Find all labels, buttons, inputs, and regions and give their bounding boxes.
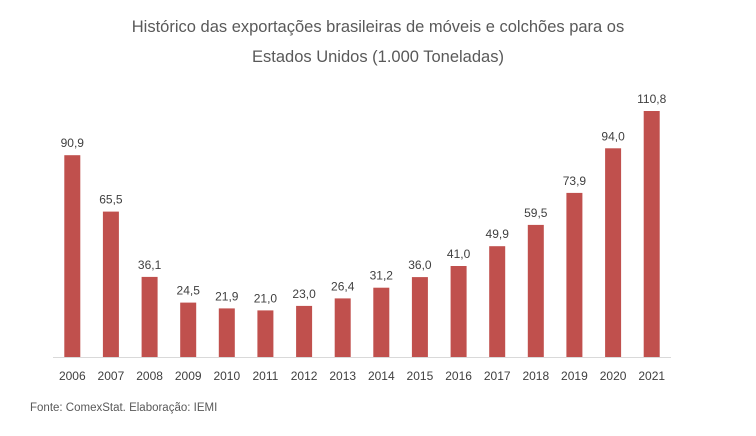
bar-value-labels: 90,9 65,5 36,1 24,5 21,9 21,0 23,0 26,4 31,2 36,0… [61,92,667,305]
value-label-2020: 94,0 [601,129,625,143]
value-label-2017: 49,9 [486,227,510,241]
value-label-2010: 21,9 [215,289,239,303]
source-note: Fonte: ComexStat. Elaboração: IEMI [30,402,218,414]
x-tick-2006: 2006 [59,369,86,383]
value-label-2006: 90,9 [61,136,85,150]
value-label-2018: 59,5 [524,206,548,220]
value-label-2016: 41,0 [447,247,471,261]
bar-2020 [605,148,622,357]
bar-2006 [64,155,81,357]
value-label-2011: 21,0 [254,291,278,305]
x-tick-2020: 2020 [600,369,627,383]
x-tick-2014: 2014 [368,369,395,383]
bar-2011 [257,310,274,357]
value-label-2012: 23,0 [292,287,316,301]
x-tick-2010: 2010 [213,369,240,383]
bar-2009 [180,302,197,357]
x-tick-2019: 2019 [561,369,588,383]
bar-2008 [141,276,158,357]
x-tick-2021: 2021 [638,369,665,383]
bar-2017 [489,246,506,357]
x-tick-2012: 2012 [291,369,318,383]
bar-2021 [643,111,660,357]
x-tick-2016: 2016 [445,369,472,383]
chart-title: Histórico das exportações brasileiras de… [0,12,756,72]
x-tick-2013: 2013 [329,369,356,383]
bar-2012 [296,305,313,357]
bar-2015 [411,277,428,357]
x-tick-2011: 2011 [252,369,278,383]
value-label-2013: 26,4 [331,279,355,293]
x-tick-2009: 2009 [175,369,202,383]
x-tick-2017: 2017 [484,369,511,383]
value-label-2014: 31,2 [370,269,394,283]
bar-2019 [566,192,583,357]
value-label-2008: 36,1 [138,258,162,272]
x-tick-2015: 2015 [407,369,434,383]
value-label-2021: 110,8 [637,92,666,106]
chart-title-line-2: Estados Unidos (1.000 Toneladas) [252,48,504,66]
bar-2016 [450,266,467,357]
x-tick-labels: 2006 2007 2008 2009 2010 2011 2012 2013 2014 2015… [59,369,665,383]
bar-2013 [334,298,351,357]
x-tick-2018: 2018 [522,369,549,383]
value-label-2009: 24,5 [177,284,201,298]
chart-title-line-1: Histórico das exportações brasileiras de… [131,18,625,36]
bar-2014 [373,287,390,357]
bars-group [64,111,660,357]
bar-2018 [527,224,544,357]
value-label-2007: 65,5 [99,193,123,207]
x-tick-2007: 2007 [98,369,125,383]
value-label-2019: 73,9 [563,174,587,188]
value-label-2015: 36,0 [408,258,432,272]
x-tick-2008: 2008 [136,369,163,383]
bar-2007 [102,211,119,357]
bar-2010 [218,308,235,357]
